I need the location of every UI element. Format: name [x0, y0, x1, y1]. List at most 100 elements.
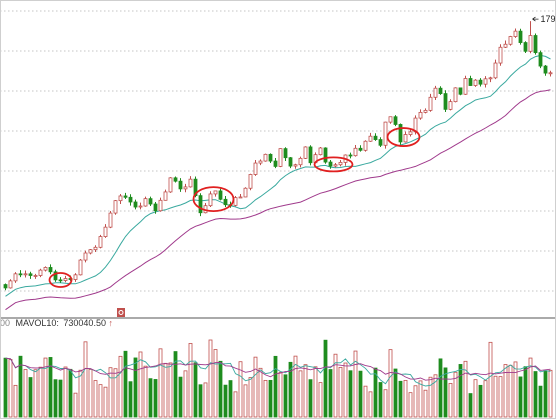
volume-bar-down [68, 368, 73, 418]
candle-up [488, 77, 493, 80]
volume-bar-up [343, 362, 348, 418]
candle-up [188, 178, 193, 188]
volume-bar-up [263, 379, 268, 418]
candle-down [438, 87, 443, 94]
peak-arrow-icon [532, 16, 539, 22]
candle-down [443, 93, 448, 110]
volume-bar-down [148, 378, 153, 418]
volume-bar-up [383, 389, 388, 418]
candle-up [383, 121, 388, 146]
candle-up [318, 147, 323, 156]
candle-down [328, 161, 333, 167]
volume-bar-down [543, 370, 548, 418]
candle-up [38, 269, 43, 276]
volume-bar-down [523, 366, 528, 418]
volume-bar-down [178, 376, 183, 418]
volume-panel [3, 339, 553, 418]
candle-up [183, 186, 188, 190]
volume-bar-up [388, 349, 393, 418]
indicator-value: 730040.50 [63, 318, 106, 328]
candle-up [403, 134, 408, 143]
highlight-ellipses [48, 127, 421, 288]
candle-up [408, 131, 413, 135]
candle-up [363, 140, 368, 151]
volume-bar-up [183, 370, 188, 418]
volume-bar-down [53, 379, 58, 418]
volume-bar-down [533, 371, 538, 418]
volume-bar-up [408, 392, 413, 418]
gear-icon[interactable] [117, 308, 125, 317]
volume-bar-up [293, 355, 298, 418]
volume-bar-up [103, 386, 108, 418]
volume-bar-up [73, 392, 78, 418]
candle-up [338, 161, 343, 166]
peak-marker: 179.10 [532, 14, 556, 24]
candle-up [138, 205, 143, 208]
volume-bar-down [193, 362, 198, 418]
volume-bar-down [123, 350, 128, 418]
candle-down [178, 180, 183, 190]
candle-up [253, 162, 258, 175]
candle-up [118, 195, 123, 202]
volume-bar-down [348, 370, 353, 418]
candle-down [393, 116, 398, 125]
volume-bar-up [318, 382, 323, 418]
volume-bar-up [243, 384, 248, 418]
candle-down [273, 160, 278, 167]
volume-bar-up [298, 370, 303, 418]
candle-down [3, 284, 8, 289]
volume-bar-down [198, 384, 203, 418]
volume-bar-up [403, 379, 408, 418]
candle-up [8, 280, 13, 289]
candle-up [238, 196, 243, 199]
volume-bar-down [398, 380, 403, 418]
peak-label: 179.10 [541, 14, 556, 24]
candle-up [13, 273, 18, 282]
volume-bar-up [488, 341, 493, 418]
candle-down [283, 148, 288, 159]
candle-down [28, 273, 33, 276]
volume-bar-up [213, 349, 218, 418]
candle-up [233, 197, 238, 206]
candle-up [418, 111, 423, 119]
indicator-prefix: 00 [0, 318, 10, 328]
candle-down [288, 157, 293, 167]
candle-up [43, 267, 48, 271]
candle-up [243, 187, 248, 198]
candle-up [473, 79, 478, 86]
volume-bar-up [163, 362, 168, 418]
candle-down [518, 30, 523, 43]
volume-bar-up [113, 368, 118, 418]
volume-bar-down [218, 360, 223, 418]
candle-up [168, 177, 173, 193]
candle-down [348, 154, 353, 157]
candle-up [78, 259, 83, 276]
highlight-ellipse [192, 186, 235, 213]
candle-up [143, 198, 148, 207]
candle-up [93, 246, 98, 251]
volume-bar-down [133, 357, 138, 418]
candle-down [373, 135, 378, 140]
candle-down [123, 195, 128, 198]
candle-down [153, 203, 158, 212]
volume-bar-up [208, 339, 213, 418]
ma-short-line [5, 54, 551, 297]
gear-icon-center [118, 310, 124, 315]
gear-icon-group[interactable] [117, 308, 125, 317]
candle-down [48, 267, 53, 273]
volume-bar-up [418, 380, 423, 418]
volume-bar-up [168, 362, 173, 418]
candle-up [248, 174, 253, 189]
volume-bar-up [258, 367, 263, 418]
volume-bar-down [378, 382, 383, 418]
candle-down [198, 195, 203, 214]
candle-up [88, 249, 93, 254]
volume-bar-up [473, 379, 478, 418]
volume-bar-up [423, 389, 428, 418]
volume-bar-down [393, 368, 398, 418]
volume-bar-up [463, 360, 468, 418]
candle-down [478, 79, 483, 85]
candle-down [218, 190, 223, 200]
volume-bar-up [333, 353, 338, 418]
